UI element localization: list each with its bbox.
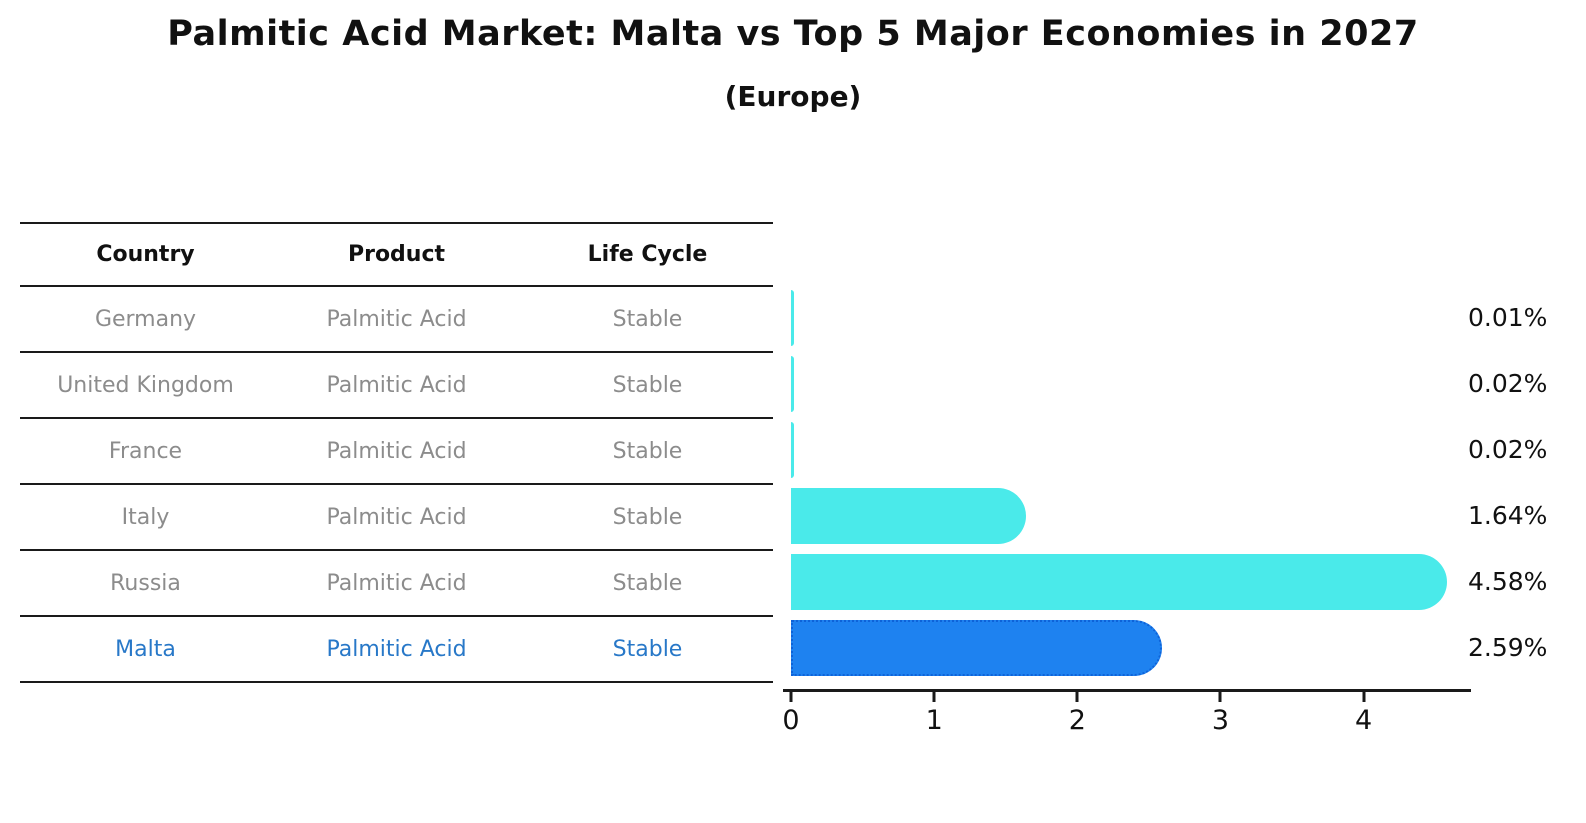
cell-country: Russia bbox=[110, 570, 181, 596]
column-header-country: Country bbox=[96, 242, 195, 267]
table-header-row: Country Product Life Cycle bbox=[20, 224, 773, 287]
table-row-italy: Italy Palmitic Acid Stable bbox=[20, 485, 773, 551]
table-row-germany: Germany Palmitic Acid Stable bbox=[20, 287, 773, 353]
cell-product: Palmitic Acid bbox=[326, 306, 467, 332]
column-header-life-cycle: Life Cycle bbox=[587, 242, 708, 267]
cell-country: France bbox=[108, 438, 183, 464]
x-tick-label: 0 bbox=[782, 705, 800, 736]
chart-subtitle: (Europe) bbox=[724, 80, 862, 113]
bar-row bbox=[791, 554, 1471, 610]
value-label-united-kingdom: 0.02% bbox=[1468, 369, 1548, 398]
cell-life-cycle: Stable bbox=[612, 438, 683, 464]
x-tick-label: 3 bbox=[1211, 705, 1230, 736]
bar-row bbox=[791, 488, 1471, 544]
bar-plot bbox=[791, 285, 1471, 683]
cell-life-cycle: Stable bbox=[612, 306, 683, 332]
cell-product: Palmitic Acid bbox=[326, 636, 467, 662]
bar-france bbox=[791, 422, 794, 478]
bar-russia bbox=[791, 554, 1447, 610]
cell-product: Palmitic Acid bbox=[326, 438, 467, 464]
cell-country: Italy bbox=[121, 504, 170, 530]
value-label-italy: 1.64% bbox=[1468, 501, 1548, 530]
bar-row bbox=[791, 620, 1471, 676]
column-header-product: Product bbox=[347, 242, 446, 267]
bar-germany bbox=[791, 290, 794, 346]
cell-product: Palmitic Acid bbox=[326, 570, 467, 596]
bar-row bbox=[791, 356, 1471, 412]
bar-malta bbox=[791, 620, 1162, 676]
x-tick-label: 2 bbox=[1068, 705, 1086, 736]
cell-life-cycle: Stable bbox=[612, 636, 683, 662]
chart-title: Palmitic Acid Market: Malta vs Top 5 Maj… bbox=[167, 14, 1419, 54]
x-tick-mark bbox=[789, 692, 793, 702]
cell-country: Malta bbox=[115, 636, 176, 662]
bar-row bbox=[791, 422, 1471, 478]
x-axis-ticks: 0 1 2 3 4 bbox=[782, 692, 1471, 737]
x-axis-line bbox=[783, 689, 1471, 692]
x-tick-mark bbox=[1075, 692, 1079, 702]
cell-life-cycle: Stable bbox=[612, 504, 683, 530]
cell-life-cycle: Stable bbox=[612, 372, 683, 398]
bar-row bbox=[791, 290, 1471, 346]
value-label-france: 0.02% bbox=[1468, 435, 1548, 464]
value-label-russia: 4.58% bbox=[1468, 567, 1548, 596]
x-tick-mark bbox=[1218, 692, 1222, 702]
cell-country: Germany bbox=[94, 306, 197, 332]
table-row-france: France Palmitic Acid Stable bbox=[20, 419, 773, 485]
x-tick-label: 1 bbox=[925, 705, 943, 736]
cell-life-cycle: Stable bbox=[612, 570, 683, 596]
cell-product: Palmitic Acid bbox=[326, 372, 467, 398]
bar-italy bbox=[791, 488, 1026, 544]
cell-country: United Kingdom bbox=[57, 372, 234, 398]
value-label-germany: 0.01% bbox=[1468, 303, 1548, 332]
x-tick-mark bbox=[932, 692, 936, 702]
x-tick-mark bbox=[1362, 692, 1366, 702]
bar-united-kingdom bbox=[791, 356, 794, 412]
bar-value-labels: 0.01% 0.02% 0.02% 1.64% 4.58% 2.59% bbox=[1468, 285, 1583, 683]
table-row-united-kingdom: United Kingdom Palmitic Acid Stable bbox=[20, 353, 773, 419]
value-label-malta: 2.59% bbox=[1468, 633, 1548, 662]
x-tick-label: 4 bbox=[1355, 705, 1373, 736]
country-table: Country Product Life Cycle Germany Palmi… bbox=[20, 222, 773, 683]
table-row-malta: Malta Palmitic Acid Stable bbox=[20, 617, 773, 683]
table-row-russia: Russia Palmitic Acid Stable bbox=[20, 551, 773, 617]
cell-product: Palmitic Acid bbox=[326, 504, 467, 530]
